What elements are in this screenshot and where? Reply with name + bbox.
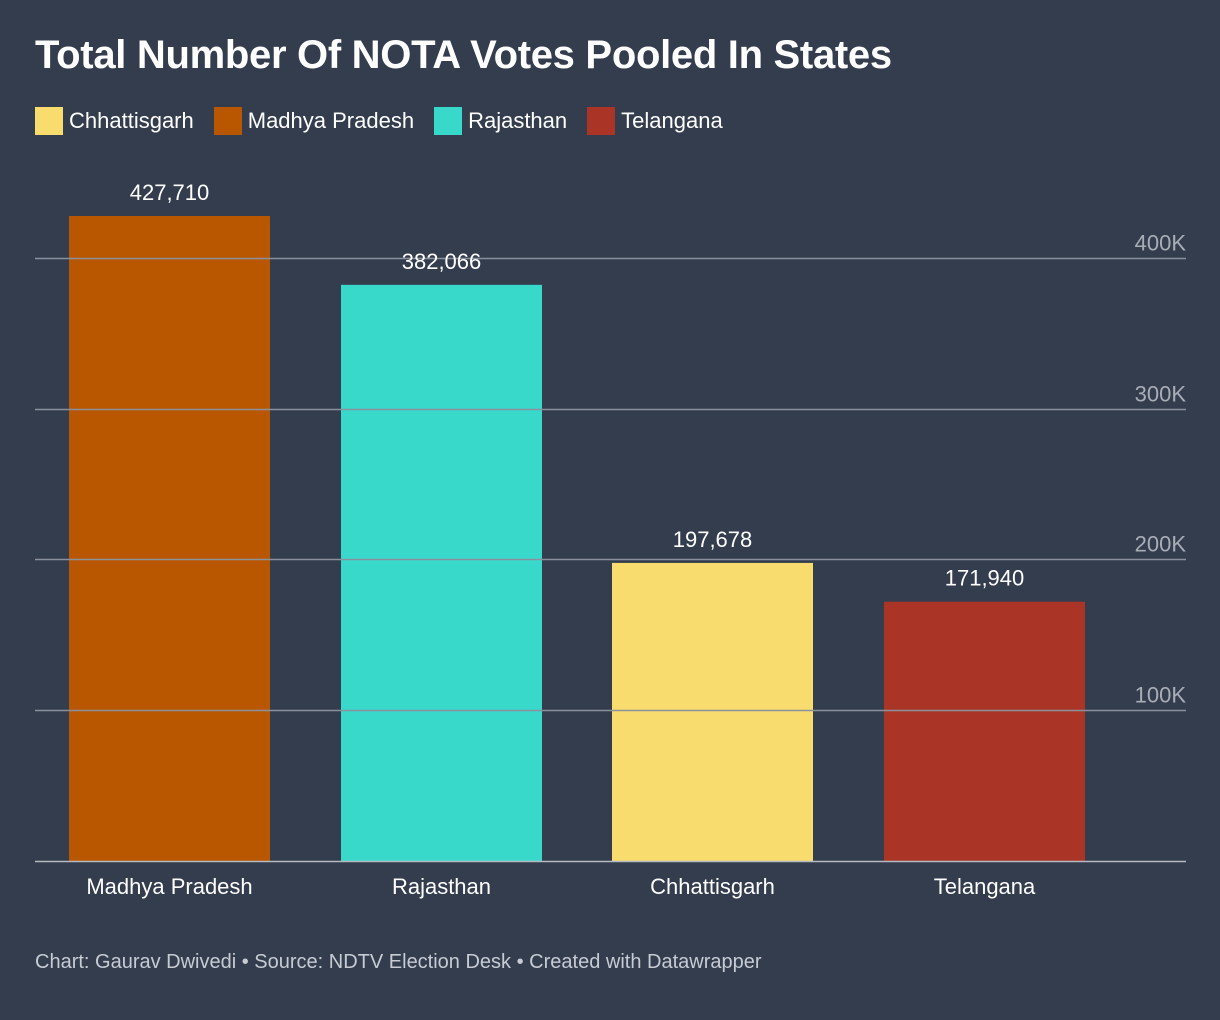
legend: Chhattisgarh Madhya Pradesh Rajasthan Te… [35,106,743,136]
legend-swatch [35,107,63,135]
y-tick-label: 300K [1135,382,1187,407]
value-label: 382,066 [402,249,482,274]
value-label: 171,940 [945,566,1025,591]
y-tick-label: 200K [1135,532,1187,557]
bar [884,601,1085,861]
legend-swatch [587,107,616,135]
footer-credits: Chart: Gaurav Dwivedi • Source: NDTV Ele… [35,951,762,973]
x-tick-label: Chhattisgarh [650,874,775,899]
legend-swatch [434,107,463,135]
legend-label: Telangana [621,108,723,133]
legend-item-madhya-pradesh: Madhya Pradesh [213,107,415,135]
legend-item-rajasthan: Rajasthan [434,107,567,135]
bar-chart: 100K 200K 300K 400K 427,710 Madhya Pradesh 382… [35,180,1187,899]
legend-item-telangana: Telangana [587,107,723,135]
chart-title: Total Number Of NOTA Votes Pooled In Sta… [35,33,892,77]
value-label: 197,678 [673,527,753,552]
bar [341,284,542,861]
legend-item-chhattisgarh: Chhattisgarh [35,107,194,135]
legend-label: Madhya Pradesh [247,108,415,133]
y-tick-label: 100K [1135,683,1187,708]
x-tick-label: Madhya Pradesh [86,874,252,899]
legend-label: Chhattisgarh [69,108,194,133]
legend-label: Rajasthan [468,108,568,133]
bar [612,562,813,861]
x-tick-label: Telangana [934,874,1036,899]
x-tick-label: Rajasthan [392,874,491,899]
legend-swatch [213,107,242,135]
value-label: 427,710 [130,180,210,205]
bar [69,216,270,862]
y-tick-label: 400K [1135,231,1187,256]
